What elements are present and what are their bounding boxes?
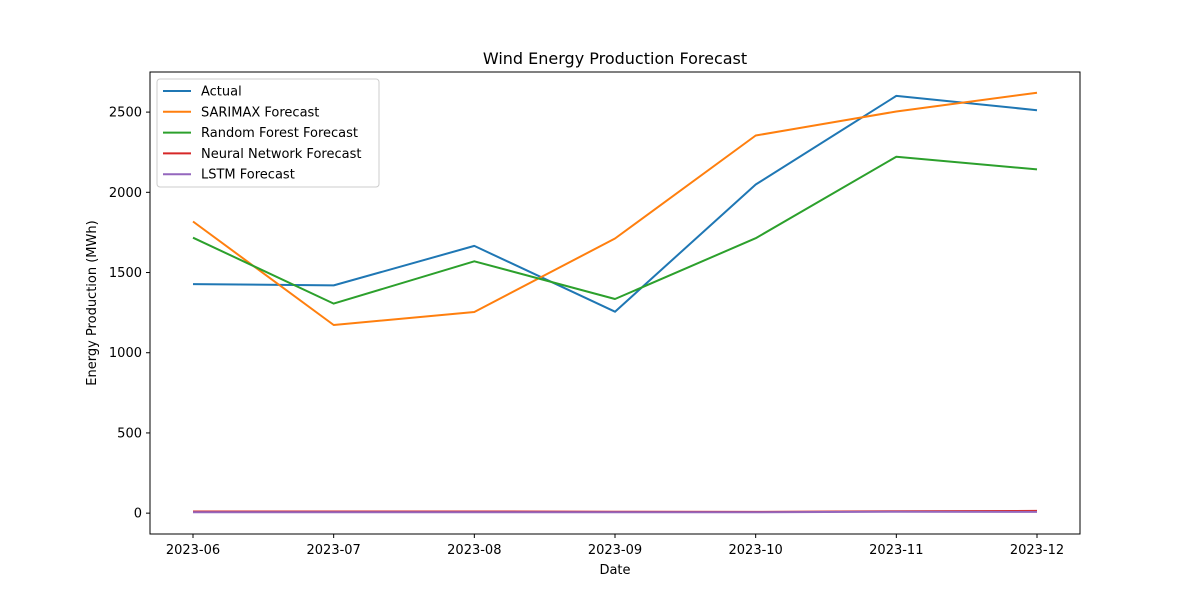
- x-tick-label: 2023-12: [1010, 543, 1064, 558]
- legend-box: [156, 78, 380, 188]
- legend-label: Neural Network Forecast: [201, 147, 361, 162]
- y-tick-label: 0: [134, 507, 142, 522]
- y-tick-label: 2000: [109, 186, 142, 201]
- series-line-1: [192, 91, 1038, 326]
- axis-ticks: 2023-06 2023-07 2023-08 2023-09 2023-10 2023-…: [109, 106, 1064, 558]
- plot-area-frame: [149, 71, 1081, 535]
- chart-title: Wind Energy Production Forecast: [483, 49, 747, 68]
- y-tick-label: 500: [117, 426, 142, 441]
- x-tick-label: 2023-09: [588, 543, 642, 558]
- x-tick-label: 2023-07: [307, 543, 361, 558]
- y-axis-label: Energy Production (MWh): [85, 220, 100, 385]
- series-lines: [192, 91, 1038, 514]
- legend-label: LSTM Forecast: [201, 168, 295, 183]
- legend-label: Random Forest Forecast: [201, 126, 358, 141]
- x-tick-label: 2023-10: [729, 543, 783, 558]
- y-tick-label: 1500: [109, 266, 142, 281]
- x-tick-label: 2023-06: [166, 543, 220, 558]
- x-axis-label: Date: [599, 563, 630, 578]
- x-tick-label: 2023-08: [447, 543, 501, 558]
- series-line-0: [192, 94, 1038, 313]
- legend-label: SARIMAX Forecast: [201, 105, 319, 120]
- y-tick-label: 1000: [109, 346, 142, 361]
- series-line-2: [192, 155, 1038, 305]
- legend-label: Actual: [201, 85, 242, 100]
- x-tick-label: 2023-11: [869, 543, 923, 558]
- series-line-4: [193, 510, 1038, 514]
- legend: Actual SARIMAX Forecast Random Forest Fore…: [156, 78, 380, 188]
- y-tick-label: 2500: [109, 106, 142, 121]
